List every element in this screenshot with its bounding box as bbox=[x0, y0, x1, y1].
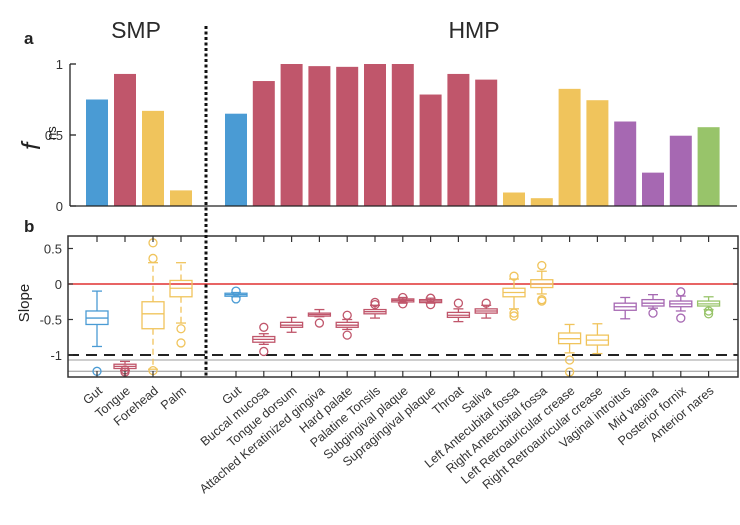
bar-hmp-hard-palate bbox=[336, 66, 359, 206]
bar-smp-forehead bbox=[142, 110, 164, 206]
bar-smp-tongue bbox=[114, 73, 136, 206]
box-gut bbox=[224, 286, 248, 304]
outlier-point bbox=[314, 318, 325, 328]
outlier-point bbox=[703, 309, 714, 319]
panel-a-letter: a bbox=[24, 29, 34, 48]
panel-b-ytick-label: -0.5 bbox=[40, 313, 62, 328]
smp-group-title: SMP bbox=[111, 17, 161, 43]
outlier-point bbox=[676, 313, 686, 323]
hmp-group-title: HMP bbox=[448, 17, 499, 43]
panel-b-ytick-label: 0 bbox=[55, 277, 62, 292]
outlier-point bbox=[509, 311, 519, 321]
bar-hmp-left-antecubital-fossa bbox=[503, 192, 525, 206]
bar-hmp-anterior-nares bbox=[697, 127, 720, 206]
bar-hmp-palatine-tonsils bbox=[364, 64, 386, 206]
outlier-point bbox=[231, 286, 241, 296]
outlier-point bbox=[259, 322, 269, 332]
box-tongue-dorsum bbox=[279, 316, 304, 333]
bar-hmp-attached-keratinized-gingiva bbox=[308, 66, 331, 206]
box-hard-palate bbox=[335, 310, 359, 340]
category-label-palm: Palm bbox=[158, 384, 189, 413]
outlier-point bbox=[398, 292, 408, 303]
bar-hmp-right-antecubital-fossa bbox=[530, 198, 553, 206]
outlier-point bbox=[453, 298, 464, 308]
box-saliva bbox=[474, 298, 498, 319]
panel-a-ytick-label: 0.5 bbox=[45, 128, 63, 143]
outlier-point bbox=[509, 308, 519, 318]
outlier-point bbox=[342, 330, 352, 340]
panel-a-bars bbox=[86, 64, 720, 206]
box-palatine-tonsils bbox=[363, 297, 387, 319]
bar-hmp-buccal-mucosa bbox=[252, 81, 275, 206]
box-forehead bbox=[141, 238, 165, 376]
bar-hmp-left-retroauricular-crease bbox=[558, 88, 581, 206]
outlier-point bbox=[509, 271, 519, 281]
box-posterior-fornix bbox=[669, 287, 693, 323]
outlier-point bbox=[148, 253, 158, 264]
box-gut bbox=[85, 290, 109, 376]
bar-hmp-mid-vagina bbox=[642, 172, 664, 206]
bar-hmp-saliva bbox=[475, 79, 498, 206]
box-right-retroauricular-crease bbox=[585, 323, 610, 355]
outlier-point bbox=[425, 293, 436, 303]
outlier-point bbox=[231, 294, 241, 304]
bar-smp-palm bbox=[170, 190, 192, 206]
outlier-point bbox=[537, 260, 547, 271]
box-right-antecubital-fossa bbox=[530, 260, 554, 306]
outlier-point bbox=[259, 346, 269, 357]
bar-hmp-gut bbox=[225, 113, 247, 206]
box-vaginal-introitus bbox=[613, 296, 637, 320]
bar-hmp-vaginal-introitus bbox=[614, 121, 637, 206]
panel-a-ytick-label: 0 bbox=[56, 199, 63, 214]
ylabel-slope: Slope bbox=[16, 284, 33, 322]
outlier-point bbox=[676, 287, 686, 297]
panel-a-axes: 00.51 bbox=[45, 57, 737, 214]
outlier-point bbox=[176, 324, 186, 334]
outlier-point bbox=[537, 296, 547, 306]
box-supragingival-plaque bbox=[418, 293, 443, 310]
panel-a-ylabel: f ns bbox=[16, 126, 59, 150]
outlier-point bbox=[481, 298, 491, 308]
bar-hmp-tongue-dorsum bbox=[280, 64, 303, 206]
bar-smp-gut bbox=[86, 99, 108, 206]
box-iqr bbox=[141, 301, 165, 330]
box-subgingival-plaque bbox=[391, 292, 415, 309]
box-palm bbox=[169, 262, 193, 348]
bar-hmp-supragingival-plaque bbox=[419, 94, 442, 206]
bar-hmp-throat bbox=[447, 73, 470, 206]
panel-a-ytick-label: 1 bbox=[56, 57, 63, 72]
panel-b-frame: -1 -0.5 0 0.5 bbox=[40, 235, 739, 378]
outlier-point bbox=[398, 299, 408, 309]
outlier-point bbox=[703, 306, 714, 316]
category-label-throat: Throat bbox=[430, 383, 467, 417]
bar-hmp-subgingival-plaque bbox=[391, 64, 414, 206]
outlier-point bbox=[176, 338, 186, 348]
ylabel-subscript-ns: ns bbox=[44, 126, 59, 140]
ylabel-f: f bbox=[16, 140, 46, 150]
box-left-antecubital-fossa bbox=[502, 271, 526, 321]
outlier-point bbox=[648, 308, 658, 318]
panel-b-ytick-label: -1 bbox=[50, 348, 62, 363]
bar-hmp-posterior-fornix bbox=[669, 135, 692, 206]
bar-hmp-right-retroauricular-crease bbox=[586, 100, 609, 206]
box-mid-vagina bbox=[641, 293, 665, 318]
box-throat bbox=[446, 298, 471, 323]
outlier-point bbox=[342, 310, 352, 320]
outlier-point bbox=[370, 299, 380, 310]
box-left-retroauricular-crease bbox=[557, 323, 582, 377]
panel-b-letter: b bbox=[24, 217, 34, 236]
box-anterior-nares bbox=[696, 296, 721, 319]
panel-b-ytick-label: 0.5 bbox=[44, 242, 62, 257]
panel-a-bar-chart: 00.51 f ns bbox=[16, 57, 737, 214]
box-attached-keratinized-gingiva bbox=[307, 308, 332, 328]
outlier-point bbox=[425, 299, 436, 310]
outlier-point bbox=[564, 355, 575, 365]
panel-b-boxes bbox=[85, 238, 721, 377]
box-buccal-mucosa bbox=[252, 322, 276, 357]
